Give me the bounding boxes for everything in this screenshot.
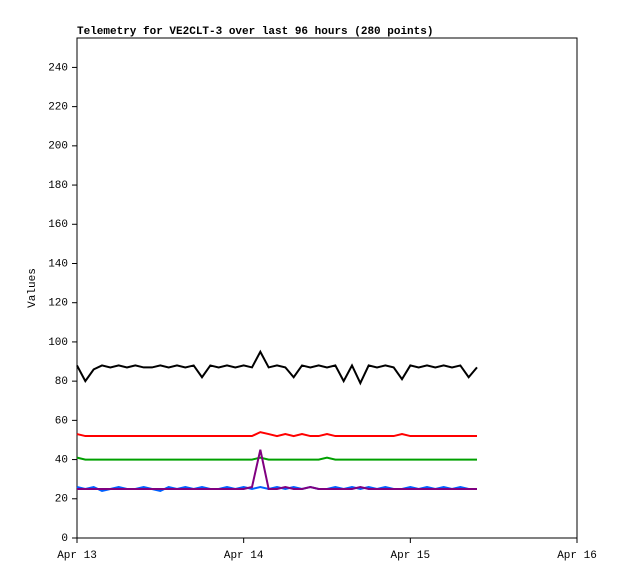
x-tick-label: Apr 16 xyxy=(557,550,597,562)
y-tick-label: 40 xyxy=(55,454,68,466)
x-tick-label: Apr 13 xyxy=(57,550,97,562)
x-tick-label: Apr 15 xyxy=(391,550,431,562)
y-tick-label: 180 xyxy=(48,180,68,192)
y-tick-label: 60 xyxy=(55,415,68,427)
y-tick-label: 100 xyxy=(48,337,68,349)
y-tick-label: 200 xyxy=(48,141,68,153)
y-tick-label: 240 xyxy=(48,62,68,74)
y-tick-label: 120 xyxy=(48,298,68,310)
y-tick-label: 0 xyxy=(61,533,68,545)
y-tick-label: 220 xyxy=(48,102,68,114)
y-tick-label: 140 xyxy=(48,258,68,270)
series-line xyxy=(76,456,477,461)
series-line xyxy=(76,485,477,492)
y-tick-label: 20 xyxy=(55,494,68,506)
chart-title: Telemetry for VE2CLT-3 over last 96 hour… xyxy=(77,26,433,38)
y-tick-label: 80 xyxy=(55,376,68,388)
y-tick-label: 160 xyxy=(48,219,68,231)
plot-frame xyxy=(76,37,578,539)
series-line xyxy=(76,431,477,438)
y-axis-label: Values xyxy=(27,268,39,308)
x-tick-label: Apr 14 xyxy=(224,550,264,562)
series-line xyxy=(77,449,477,490)
series-line xyxy=(76,349,478,386)
